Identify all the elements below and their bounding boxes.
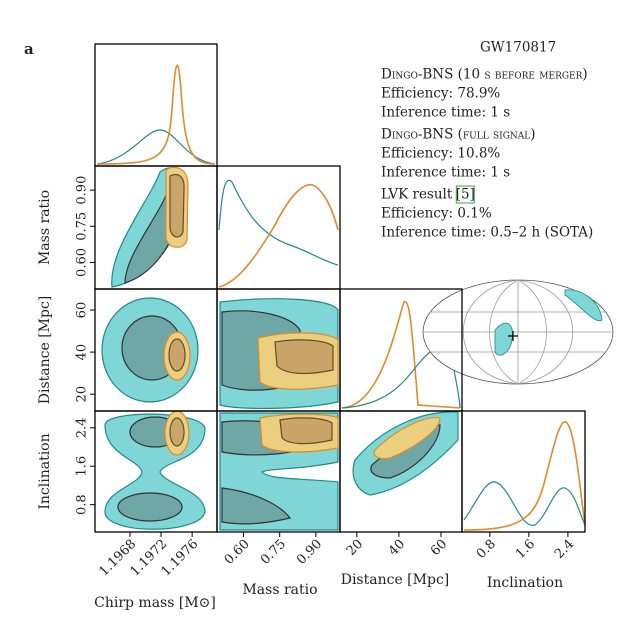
y-tick-label: 20 bbox=[75, 386, 90, 403]
y-tick-label: 0.60 bbox=[75, 248, 90, 277]
x-axis-label: Chirp mass [M⊙] bbox=[94, 595, 216, 611]
x-tick-label: 0.75 bbox=[258, 537, 289, 568]
sky-map bbox=[422, 279, 614, 385]
panel-frame bbox=[216, 165, 341, 290]
x-tick-label: 2.4 bbox=[552, 537, 577, 562]
y-axis-label: Distance [Mpc] bbox=[37, 296, 53, 405]
panel-frame bbox=[94, 43, 218, 167]
legend-detail: Efficiency: 10.8% bbox=[381, 146, 500, 162]
y-tick-label: 60 bbox=[75, 302, 90, 319]
x-tick-label: 20 bbox=[344, 537, 366, 559]
legend-detail: Inference time: 1 s bbox=[381, 165, 510, 181]
citation: [5] bbox=[456, 187, 475, 203]
x-tick-label: 40 bbox=[386, 537, 408, 559]
x-tick-label: 60 bbox=[428, 537, 450, 559]
x-tick-label: 0.8 bbox=[474, 537, 499, 562]
panel-frame bbox=[461, 410, 586, 533]
x-tick-label: 1.6 bbox=[513, 537, 538, 562]
chart-title: GW170817 bbox=[480, 40, 556, 56]
contours bbox=[96, 64, 586, 531]
y-axis-label: Mass ratio bbox=[37, 190, 53, 265]
y-tick-label: 1.6 bbox=[75, 456, 90, 477]
x-axis-label: Mass ratio bbox=[242, 582, 317, 598]
citation-box bbox=[455, 185, 475, 204]
legend-detail: Inference time: 0.5–2 h (SOTA) bbox=[381, 225, 593, 241]
x-tick-label: 0.90 bbox=[294, 537, 325, 568]
y-tick-label: 40 bbox=[75, 344, 90, 361]
y-tick-label: 0.75 bbox=[75, 212, 90, 241]
legend-entry: LVK result bbox=[381, 187, 453, 203]
y-tick-label: 0.8 bbox=[75, 494, 90, 515]
panel-label: a bbox=[24, 40, 34, 58]
legend-detail: Efficiency: 0.1% bbox=[381, 206, 492, 222]
y-tick-label: 0.90 bbox=[75, 176, 90, 205]
legend-detail: Efficiency: 78.9% bbox=[381, 86, 500, 102]
x-axis-label: Inclination bbox=[487, 575, 563, 591]
x-tick-label: 0.60 bbox=[222, 537, 253, 568]
y-axis-label: Inclination bbox=[37, 433, 53, 509]
y-tick-label: 2.4 bbox=[75, 417, 90, 438]
legend-entry: Dingo-BNS (10 s before merger) bbox=[381, 67, 588, 83]
legend-detail: Inference time: 1 s bbox=[381, 105, 510, 121]
legend-entry: Dingo-BNS (full signal) bbox=[381, 127, 536, 143]
x-axis-label: Distance [Mpc] bbox=[341, 572, 450, 588]
